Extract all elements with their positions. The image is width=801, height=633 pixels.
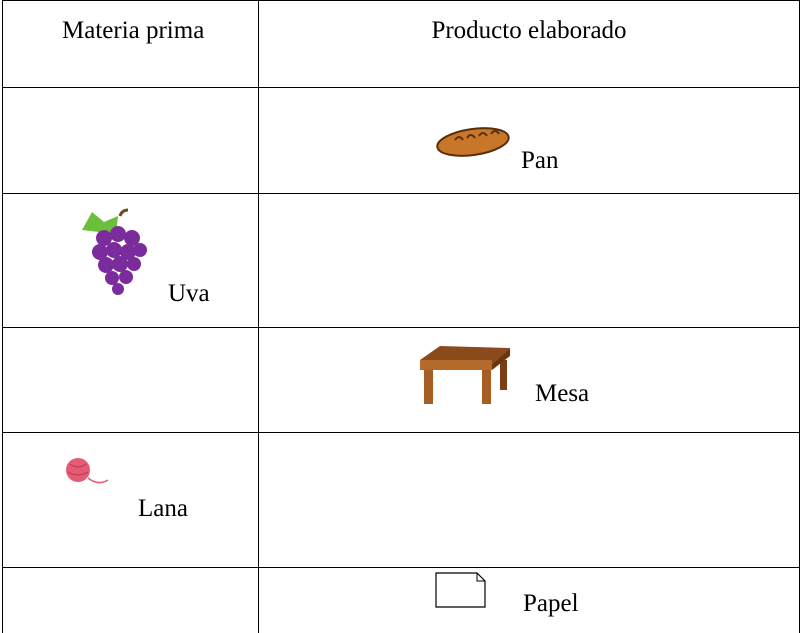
- cell-text: Mesa: [535, 380, 589, 407]
- bread-icon: [436, 127, 510, 157]
- cell-text: Uva: [168, 280, 210, 307]
- table-icon: [420, 346, 510, 404]
- paper-icon: [435, 572, 486, 608]
- cell-text: Papel: [523, 590, 579, 617]
- header-cell: Producto elaborado: [431, 17, 626, 44]
- cell-text: Pan: [521, 147, 559, 174]
- header-cell: Materia prima: [62, 17, 204, 44]
- yarn-icon: [66, 458, 109, 484]
- cell-text: Lana: [138, 495, 188, 522]
- grapes-icon: [82, 208, 147, 295]
